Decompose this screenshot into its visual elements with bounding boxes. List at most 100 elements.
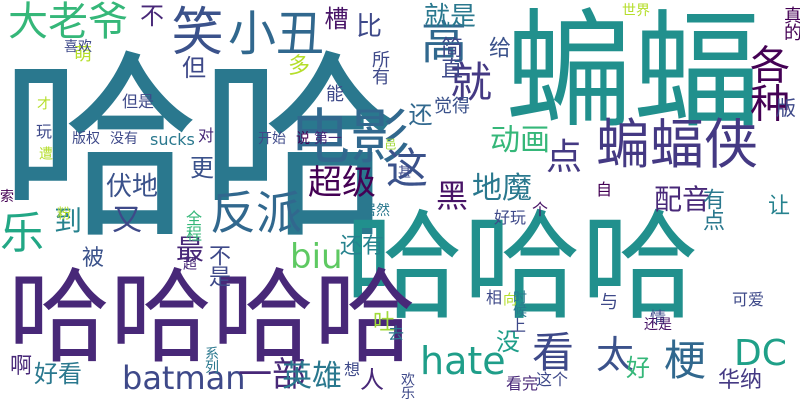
cloud-word: 有点 bbox=[699, 188, 724, 231]
cloud-word: 啊 bbox=[10, 354, 33, 379]
cloud-word: 甚 bbox=[398, 165, 412, 181]
cloud-word: 点 bbox=[546, 137, 583, 178]
cloud-word: 让 bbox=[768, 194, 791, 219]
cloud-word: 各种 bbox=[743, 44, 789, 121]
cloud-word: hate bbox=[420, 339, 506, 383]
cloud-word: 伏地 bbox=[106, 172, 159, 202]
cloud-word: 对 bbox=[198, 126, 215, 145]
cloud-word: 还 bbox=[404, 102, 432, 126]
cloud-word: 大老爷 bbox=[8, 0, 128, 45]
cloud-word: 但是 bbox=[122, 92, 155, 111]
cloud-word: 动画 bbox=[490, 123, 550, 158]
cloud-word: 还有 bbox=[340, 234, 385, 259]
cloud-word: 超级 bbox=[308, 163, 376, 203]
cloud-word: 看完 bbox=[506, 374, 539, 393]
cloud-word: 居然 bbox=[362, 203, 390, 219]
cloud-word: 向 bbox=[501, 292, 517, 306]
cloud-word: 还是 bbox=[644, 317, 672, 333]
cloud-word: 最 bbox=[176, 233, 205, 266]
cloud-word: 反派 bbox=[210, 186, 302, 240]
cloud-word: 能 bbox=[326, 84, 344, 105]
cloud-word: DC bbox=[734, 333, 787, 374]
cloud-word: 就 bbox=[450, 58, 493, 107]
cloud-word: 说 bbox=[296, 131, 310, 147]
cloud-word: biu bbox=[290, 237, 343, 277]
cloud-word: 给 bbox=[485, 36, 510, 58]
cloud-word: 梗 bbox=[664, 336, 707, 385]
cloud-word: 所有 bbox=[369, 50, 390, 85]
cloud-word: 自 bbox=[596, 180, 613, 199]
cloud-word: 版权 bbox=[72, 131, 100, 147]
cloud-word: 情 bbox=[650, 308, 667, 327]
cloud-word: 人 bbox=[360, 366, 384, 394]
cloud-word: 好 bbox=[626, 354, 650, 382]
cloud-word: 华纳 bbox=[718, 368, 763, 393]
cloud-word: 高 bbox=[414, 18, 468, 63]
cloud-word: 多 bbox=[288, 54, 311, 79]
cloud-word: 更 bbox=[190, 154, 214, 182]
cloud-word: 系列 bbox=[203, 346, 219, 373]
cloud-word: 到 bbox=[50, 206, 83, 233]
cloud-word: 时候 bbox=[511, 290, 527, 317]
cloud-word: 又 bbox=[112, 203, 142, 238]
cloud-word: 超 bbox=[181, 256, 197, 270]
cloud-word: 粉 bbox=[55, 206, 71, 220]
cloud-word: 萌 bbox=[74, 44, 92, 65]
cloud-word: 吐 bbox=[369, 310, 394, 332]
cloud-word: 第一 bbox=[314, 131, 342, 147]
cloud-word: 看 bbox=[532, 328, 575, 377]
cloud-word: batman bbox=[122, 359, 246, 397]
cloud-word: 上 bbox=[510, 316, 527, 335]
cloud-word: 去 bbox=[388, 324, 405, 343]
cloud-word: 比 bbox=[356, 12, 383, 42]
cloud-word: 相 bbox=[486, 288, 503, 307]
cloud-word: 开始 bbox=[258, 131, 286, 147]
cloud-word: 哈哈哈哈 bbox=[8, 259, 416, 378]
cloud-word: 一部 bbox=[238, 355, 306, 395]
cloud-word: 但 bbox=[182, 54, 206, 82]
cloud-word: 世界 bbox=[622, 3, 650, 19]
cloud-word: 遭 bbox=[37, 146, 53, 160]
cloud-word: 被 bbox=[82, 246, 105, 271]
cloud-word: 英雄 bbox=[282, 359, 342, 394]
cloud-word: 笑 bbox=[162, 4, 222, 54]
cloud-word: 这个 bbox=[536, 370, 569, 389]
cloud-word: 可爱 bbox=[732, 290, 765, 309]
cloud-word: 黑 bbox=[436, 177, 469, 215]
cloud-word: 版 bbox=[776, 96, 796, 120]
cloud-word: 哈哈哈 bbox=[345, 198, 700, 336]
cloud-word: 索 bbox=[0, 189, 14, 205]
cloud-word: 没有 bbox=[110, 131, 138, 147]
cloud-word: 简直 bbox=[437, 36, 462, 79]
cloud-word: 太 bbox=[596, 333, 635, 377]
cloud-word: 小丑 bbox=[228, 6, 325, 62]
cloud-word: 全程 bbox=[183, 210, 202, 241]
cloud-word: 个 bbox=[532, 200, 549, 219]
cloud-word: 这 bbox=[386, 144, 429, 193]
cloud-word: 与 bbox=[600, 292, 618, 313]
cloud-word: 才 bbox=[35, 96, 51, 110]
cloud-word: 不 bbox=[140, 2, 164, 30]
cloud-word: 邑 bbox=[383, 138, 397, 150]
cloud-word: 没 bbox=[496, 328, 520, 356]
cloud-word: 槽 bbox=[320, 6, 348, 30]
cloud-word: 欢乐 bbox=[399, 372, 415, 399]
cloud-word: 不是 bbox=[205, 244, 230, 287]
cloud-word: 地魔 bbox=[472, 171, 532, 206]
cloud-word: 好看 bbox=[34, 360, 82, 388]
cloud-word: 乐 bbox=[0, 208, 44, 259]
cloud-word: sucks bbox=[150, 130, 195, 149]
cloud-word: 就是 bbox=[424, 2, 477, 32]
cloud-word: 好玩 bbox=[494, 208, 527, 227]
cloud-word: 想 bbox=[344, 360, 361, 379]
cloud-word: 蝙蝠 bbox=[505, 0, 762, 146]
cloud-word: 觉得 bbox=[434, 96, 470, 117]
cloud-word: 电影 bbox=[290, 103, 410, 173]
cloud-word: 哈哈 bbox=[0, 33, 401, 266]
cloud-word: 配音 bbox=[654, 183, 711, 216]
cloud-word: 喜欢 bbox=[64, 39, 92, 55]
cloud-word: 真的 bbox=[781, 6, 800, 41]
cloud-word: 玩 bbox=[36, 122, 53, 141]
cloud-word: 蝙蝠侠 bbox=[596, 113, 758, 176]
